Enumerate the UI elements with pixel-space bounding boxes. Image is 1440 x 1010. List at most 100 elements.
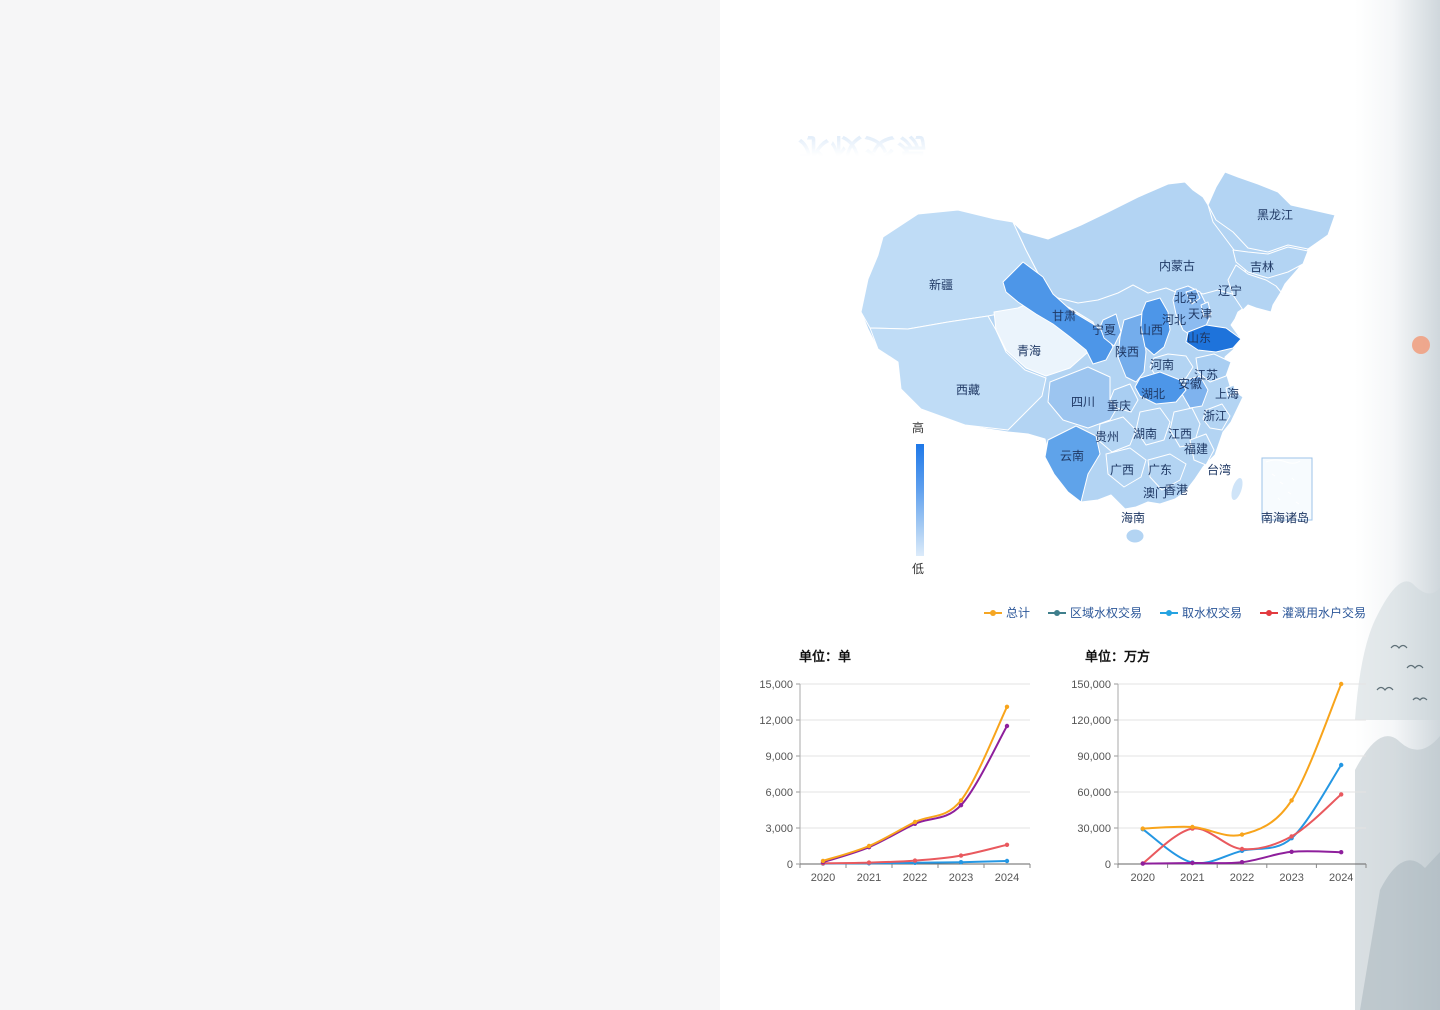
legend-marker-icon <box>983 609 1002 616</box>
province-sichuan[interactable] <box>1047 366 1118 429</box>
series-point <box>1339 792 1344 797</box>
province-gansu[interactable] <box>1002 261 1114 365</box>
province-tianjin[interactable] <box>1200 301 1212 318</box>
series-point <box>866 843 872 849</box>
y-tick-label: 120,000 <box>1071 715 1111 727</box>
y-tick-label: 30,000 <box>1077 823 1111 835</box>
legend-item-3[interactable]: 灌溉用水户交易 <box>1259 604 1366 621</box>
series-point <box>1004 842 1010 847</box>
legend-label: 区域水权交易 <box>1069 606 1142 620</box>
x-tick-label: 2020 <box>811 872 835 884</box>
chart-orders: 0 3,000 6,000 9,000 12,000 15,000 2020 2021 2022… <box>759 679 1031 884</box>
province-taiwan[interactable] <box>1229 476 1246 502</box>
y-tick-label: 60,000 <box>1077 787 1111 799</box>
x-tick-label: 2022 <box>1230 872 1254 884</box>
province-hainan[interactable] <box>1125 528 1145 544</box>
series-point <box>958 798 964 803</box>
ink-wash-background <box>1355 0 1440 1010</box>
chart-volume: 0 30,000 60,000 90,000 120,000 150,000 2020 202… <box>1071 679 1367 884</box>
series-point <box>1140 826 1145 831</box>
series-point <box>1339 762 1344 768</box>
province-ningxia[interactable] <box>1099 313 1122 347</box>
series-point <box>1289 834 1294 839</box>
province-heilongjiang[interactable] <box>1207 171 1336 253</box>
y-tick-label: 90,000 <box>1077 751 1111 763</box>
series-point <box>1339 681 1344 687</box>
series-point <box>1239 860 1245 865</box>
visualmap-high-label: 高 <box>912 421 925 435</box>
series-point <box>1004 858 1010 864</box>
province-label-hainan: 海南 <box>1121 510 1145 525</box>
province-xizang[interactable] <box>869 315 1047 431</box>
series-point <box>1190 860 1195 866</box>
series-point <box>866 860 872 865</box>
series-point <box>1289 798 1294 803</box>
province-beijing[interactable] <box>1185 288 1201 305</box>
y-tick-label: 0 <box>1105 859 1111 871</box>
series-point <box>1339 850 1344 855</box>
series-point <box>1004 723 1010 729</box>
series-line-总计 <box>1142 683 1343 837</box>
province-liaoning[interactable] <box>1227 264 1282 313</box>
south-sea-inset <box>1261 457 1313 521</box>
ink-wash-art <box>1355 336 1440 1010</box>
legend-marker-icon <box>1047 609 1066 616</box>
province-chongqing[interactable] <box>1109 383 1139 413</box>
y-tick-label: 3,000 <box>765 823 793 835</box>
province-label-taiwan: 台湾 <box>1207 462 1231 477</box>
x-tick-label: 2024 <box>1329 872 1353 884</box>
visualmap-gradient-bar <box>916 444 924 556</box>
sun-icon <box>1412 336 1430 354</box>
page-title: 水权交易 <box>798 108 930 143</box>
y-tick-label: 15,000 <box>759 679 793 691</box>
series-point <box>1239 832 1245 837</box>
province-guizhou[interactable] <box>1097 416 1137 453</box>
province-jilin[interactable] <box>1232 246 1309 279</box>
series-point <box>958 860 964 865</box>
series-point <box>1289 849 1294 854</box>
series-point <box>912 858 918 863</box>
province-jiangsu[interactable] <box>1195 353 1232 383</box>
nine-dash-line <box>1205 501 1216 555</box>
series-point <box>1239 846 1245 852</box>
province-hubei[interactable] <box>1134 371 1187 405</box>
series-point <box>1004 704 1010 709</box>
sea-islet-marks <box>1187 539 1203 552</box>
province-shanghai[interactable] <box>1225 384 1237 397</box>
chart-orders-title: 单位：单 <box>799 649 852 664</box>
series-line-区域水权交易 <box>822 725 1008 864</box>
x-tick-label: 2024 <box>995 872 1019 884</box>
y-tick-label: 150,000 <box>1071 679 1111 691</box>
y-tick-label: 9,000 <box>765 751 793 763</box>
y-tick-label: 12,000 <box>759 715 793 727</box>
legend-marker-icon <box>1259 609 1278 616</box>
series-point <box>820 858 826 864</box>
chart-volume-title: 单位：万方 <box>1085 649 1151 664</box>
province-zhejiang[interactable] <box>1202 403 1231 431</box>
province-fujian[interactable] <box>1189 433 1215 466</box>
series-point <box>958 853 964 858</box>
legend-label: 取水权交易 <box>1181 606 1242 620</box>
province-guangxi[interactable] <box>1105 447 1147 488</box>
content-panel <box>720 0 1440 1010</box>
legend-label: 灌溉用水户交易 <box>1281 606 1366 620</box>
x-tick-label: 2022 <box>903 872 927 884</box>
legend-item-2[interactable]: 取水权交易 <box>1159 604 1242 621</box>
birds-icon <box>1376 644 1428 701</box>
x-tick-label: 2021 <box>857 872 881 884</box>
series-point <box>1140 861 1145 866</box>
legend-item-0[interactable]: 总计 <box>983 604 1030 621</box>
province-guangdong[interactable] <box>1147 453 1187 491</box>
province-shanxi[interactable] <box>1140 297 1171 356</box>
legend-marker-icon <box>1159 609 1178 616</box>
left-blank-panel <box>0 0 720 1010</box>
legend-label: 总计 <box>1005 606 1030 620</box>
province-shandong[interactable] <box>1185 324 1242 353</box>
chart-legend: 总计 区域水权交易 取水权交易 灌溉用水户交易 <box>983 604 1366 621</box>
legend-item-1[interactable]: 区域水权交易 <box>1047 604 1142 621</box>
series-line-总计 <box>822 706 1008 862</box>
y-tick-label: 6,000 <box>765 787 793 799</box>
province-yunnan[interactable] <box>1044 425 1101 503</box>
x-tick-label: 2021 <box>1180 872 1204 884</box>
y-tick-label: 0 <box>787 859 793 871</box>
